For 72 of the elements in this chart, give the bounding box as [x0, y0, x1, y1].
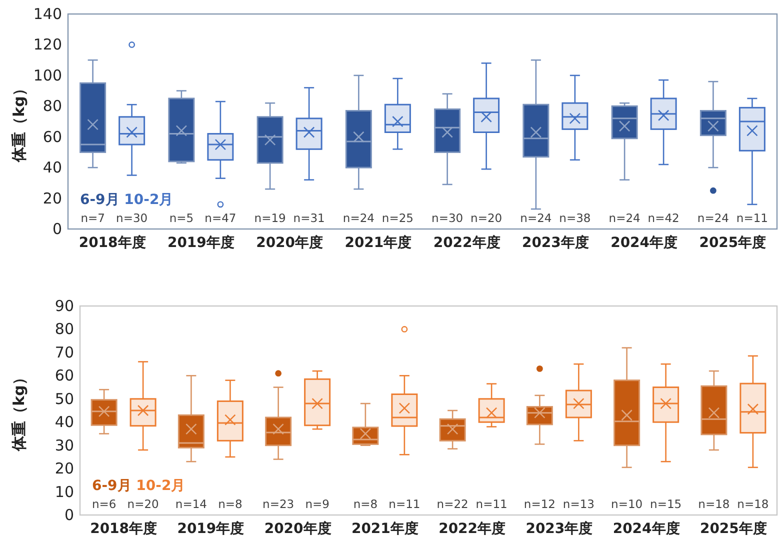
text: n=22: [436, 497, 468, 511]
text: n=24: [697, 211, 729, 225]
y-tick-label: 40: [54, 413, 74, 432]
text: n=38: [559, 211, 591, 225]
text: n=5: [169, 211, 194, 225]
text: n=19: [254, 211, 286, 225]
x-tick-label: 2025年度: [700, 520, 767, 537]
y-axis-title: 体重（kg）: [10, 81, 28, 163]
x-tick-label: 2024年度: [610, 234, 678, 251]
y-tick-label: 140: [33, 5, 62, 23]
y-tick-label: 0: [64, 506, 74, 524]
text: n=25: [382, 211, 414, 225]
text: n=24: [342, 211, 374, 225]
y-tick-label: 60: [42, 128, 62, 146]
text: n=9: [305, 497, 330, 511]
x-tick-label: 2024年度: [612, 520, 680, 537]
text: n=14: [175, 497, 207, 511]
x-tick-label: 2025年度: [699, 234, 766, 251]
text: n=31: [293, 211, 325, 225]
x-tick-label: 2023年度: [522, 234, 589, 251]
text: n=20: [127, 497, 159, 511]
text: n=18: [698, 497, 730, 511]
text: 10-2月: [119, 192, 174, 208]
text: n=42: [648, 211, 680, 225]
y-axis-title: 体重（kg）: [10, 370, 28, 452]
text: n=8: [353, 497, 378, 511]
y-tick-label: 70: [54, 343, 74, 362]
x-tick-label: 2018年度: [90, 520, 158, 537]
text: n=11: [736, 211, 768, 225]
text: n=10: [611, 497, 643, 511]
text: n=20: [470, 211, 502, 225]
y-tick-label: 80: [42, 97, 62, 116]
text: n=13: [562, 497, 594, 511]
y-tick-label: 50: [54, 390, 74, 408]
y-tick-label: 80: [54, 320, 74, 338]
text: n=7: [80, 211, 105, 225]
text: n=18: [737, 497, 769, 511]
text: n=30: [116, 211, 148, 225]
text: n=47: [204, 211, 236, 225]
x-tick-label: 2019年度: [167, 234, 234, 251]
x-tick-label: 2020年度: [264, 520, 332, 537]
text: n=23: [262, 497, 294, 511]
text: n=8: [218, 497, 242, 511]
y-tick-label: 100: [33, 66, 62, 84]
text: n=11: [388, 497, 420, 511]
text: n=11: [476, 497, 508, 511]
text: 6-9月: [92, 478, 132, 494]
y-tick-label: 20: [54, 460, 74, 478]
x-tick-label: 2022年度: [438, 520, 506, 537]
x-tick-label: 2021年度: [351, 520, 418, 537]
x-tick-label: 2023年度: [526, 520, 593, 537]
y-tick-label: 20: [42, 189, 62, 208]
text: 6-9月: [80, 192, 120, 208]
x-tick-label: 2019年度: [177, 520, 244, 537]
y-tick-label: 10: [54, 482, 74, 501]
y-tick-label: 60: [54, 366, 74, 385]
y-tick-label: 120: [33, 36, 62, 54]
x-tick-label: 2018年度: [78, 234, 146, 251]
text: n=24: [520, 211, 552, 225]
x-tick-label: 2022年度: [433, 234, 500, 251]
text: n=24: [608, 211, 640, 225]
y-tick-label: 30: [54, 436, 74, 454]
y-tick-label: 40: [42, 158, 62, 177]
text: n=15: [650, 497, 682, 511]
text: n=12: [524, 497, 556, 511]
x-tick-label: 2021年度: [344, 234, 412, 251]
y-tick-label: 90: [54, 297, 74, 315]
text: n=6: [92, 497, 116, 511]
text: 10-2月: [131, 478, 186, 494]
text: n=30: [432, 211, 464, 225]
y-tick-label: 0: [52, 220, 62, 238]
x-tick-label: 2020年度: [256, 234, 324, 251]
